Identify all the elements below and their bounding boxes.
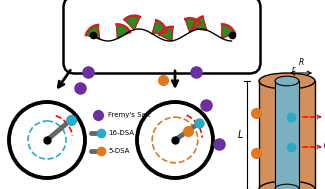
- Text: R: R: [298, 58, 304, 67]
- Polygon shape: [117, 24, 130, 38]
- Polygon shape: [124, 16, 140, 30]
- Text: 5-DSA: 5-DSA: [108, 148, 129, 154]
- FancyBboxPatch shape: [63, 0, 261, 74]
- Polygon shape: [259, 81, 315, 189]
- Ellipse shape: [275, 184, 299, 189]
- Polygon shape: [192, 17, 206, 30]
- Polygon shape: [275, 81, 299, 189]
- Ellipse shape: [259, 181, 315, 189]
- Ellipse shape: [275, 76, 299, 86]
- Polygon shape: [86, 25, 99, 39]
- Polygon shape: [152, 20, 166, 34]
- Text: L: L: [237, 130, 243, 140]
- Text: r: r: [292, 65, 294, 74]
- Ellipse shape: [259, 73, 315, 89]
- Polygon shape: [185, 18, 201, 32]
- Polygon shape: [222, 24, 235, 38]
- Text: Fremy's Salt: Fremy's Salt: [108, 112, 150, 118]
- Polygon shape: [159, 27, 173, 41]
- Circle shape: [137, 102, 213, 178]
- Circle shape: [9, 102, 85, 178]
- Text: 16-DSA: 16-DSA: [108, 130, 134, 136]
